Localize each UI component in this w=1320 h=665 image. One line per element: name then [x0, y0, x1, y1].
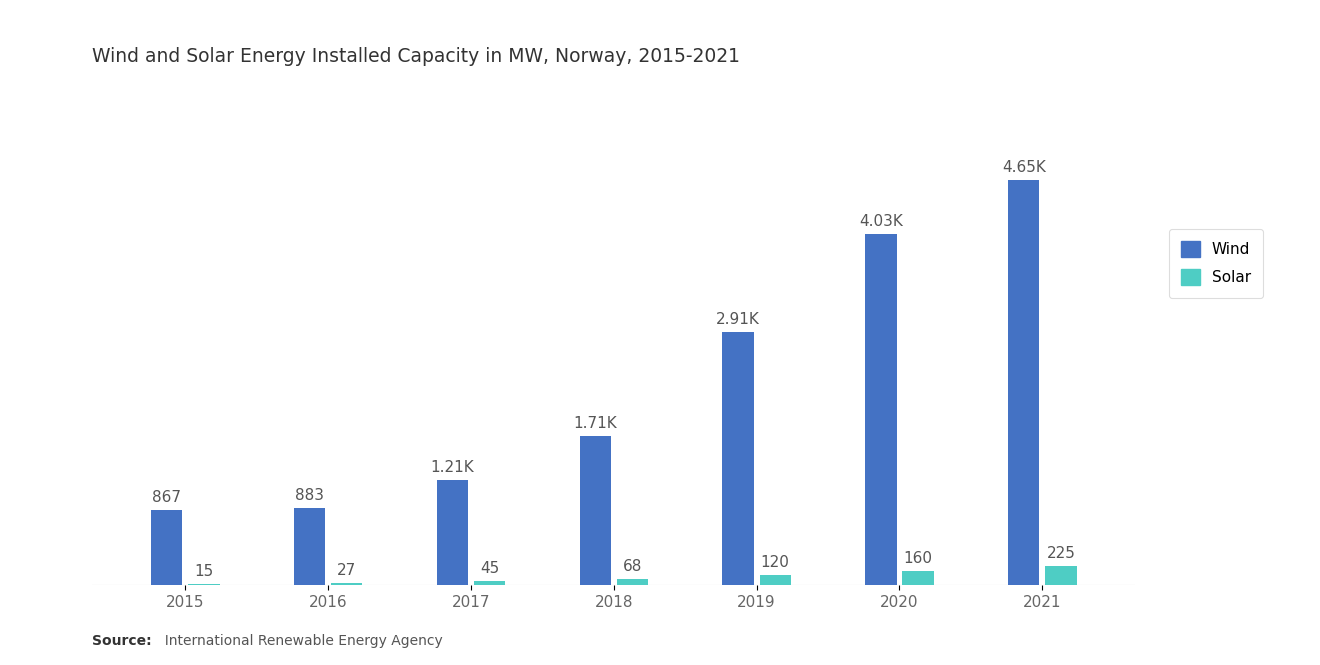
Bar — [616, 579, 648, 585]
Text: 15: 15 — [194, 564, 214, 579]
Text: 4.03K: 4.03K — [859, 214, 903, 229]
Text: 45: 45 — [480, 561, 499, 577]
Text: 120: 120 — [760, 555, 789, 570]
Text: 883: 883 — [296, 489, 323, 503]
Text: 4.65K: 4.65K — [1002, 160, 1045, 175]
Bar — [294, 508, 325, 585]
Text: 1.21K: 1.21K — [430, 460, 474, 475]
Text: 68: 68 — [623, 559, 642, 575]
Bar — [437, 479, 469, 585]
Bar — [579, 436, 611, 585]
Bar — [759, 575, 791, 585]
Text: 225: 225 — [1047, 546, 1076, 561]
Text: 2.91K: 2.91K — [717, 312, 760, 327]
Bar — [1045, 566, 1077, 585]
Bar — [722, 332, 754, 585]
Text: Wind and Solar Energy Installed Capacity in MW, Norway, 2015-2021: Wind and Solar Energy Installed Capacity… — [92, 47, 741, 66]
Legend: Wind, Solar: Wind, Solar — [1170, 229, 1263, 298]
Bar — [474, 581, 506, 585]
Text: 1.71K: 1.71K — [573, 416, 618, 432]
Text: 867: 867 — [152, 490, 181, 505]
Bar — [1008, 180, 1039, 585]
Bar — [331, 583, 363, 585]
Bar — [189, 584, 219, 585]
Bar — [150, 509, 182, 585]
Bar — [865, 234, 896, 585]
Text: Source:: Source: — [92, 634, 152, 648]
Text: 27: 27 — [337, 563, 356, 578]
Text: 160: 160 — [904, 551, 932, 567]
Text: International Renewable Energy Agency: International Renewable Energy Agency — [156, 634, 442, 648]
Bar — [903, 571, 933, 585]
